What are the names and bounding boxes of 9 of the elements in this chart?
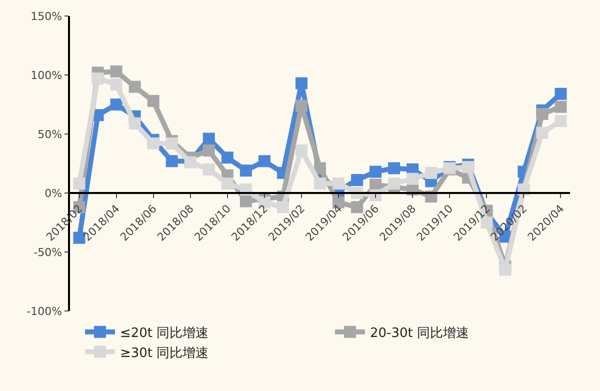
y-tick-label: 150%: [30, 10, 62, 23]
y-tick-label: -50%: [34, 246, 62, 259]
y-tick-label: 50%: [38, 128, 62, 141]
legend-label: 20-30t 同比增速: [370, 326, 470, 341]
y-tick-label: -100%: [26, 304, 62, 318]
y-tick-label: 0%: [44, 186, 62, 200]
legend-label: ≥30t 同比增速: [120, 346, 209, 361]
legend-label: ≤20t 同比增速: [120, 326, 209, 341]
y-tick-label: 100%: [30, 68, 62, 82]
